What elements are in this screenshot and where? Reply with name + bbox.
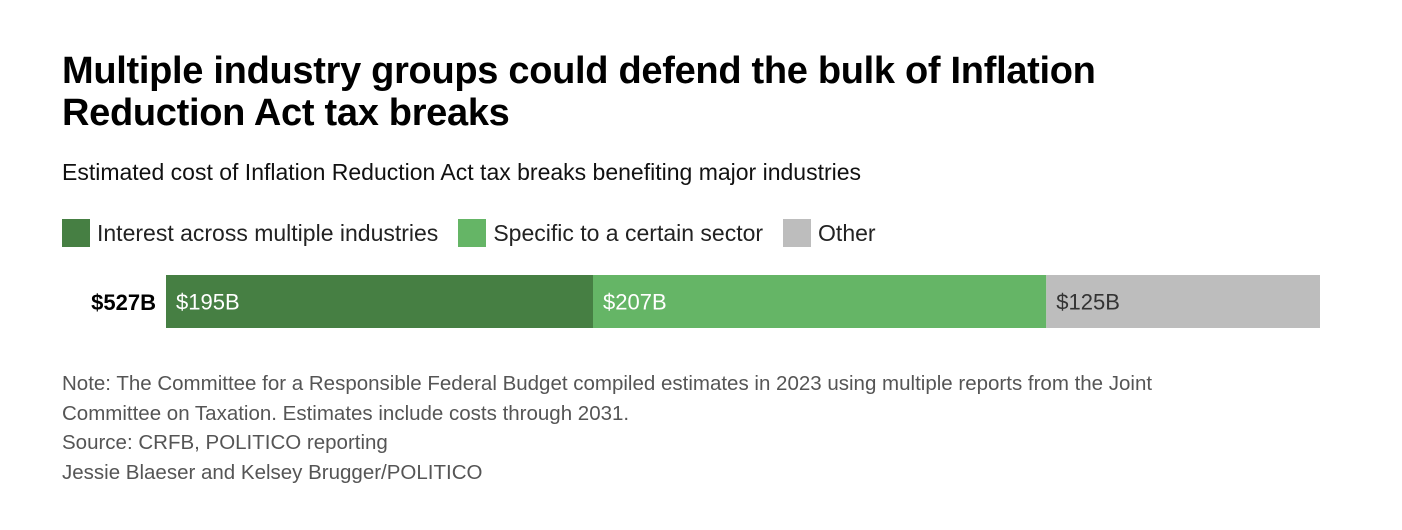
legend-swatch-specific-sector bbox=[458, 219, 487, 247]
chart-notes: Note: The Committee for a Responsible Fe… bbox=[62, 369, 1352, 487]
legend-item-specific-sector: Specific to a certain sector bbox=[458, 219, 763, 247]
legend: Interest across multiple industries Spec… bbox=[62, 218, 896, 248]
chart-subtitle: Estimated cost of Inflation Reduction Ac… bbox=[62, 159, 862, 185]
category-total-label: $527B bbox=[91, 290, 156, 315]
legend-swatch-multiple-industries bbox=[62, 219, 90, 247]
stacked-bar-chart: $527B $195B $207B $125B bbox=[91, 275, 1320, 328]
bar-label-other: $125B bbox=[1056, 290, 1120, 315]
legend-item-multiple-industries: Interest across multiple industries bbox=[62, 219, 438, 247]
bar-segment-specific-sector bbox=[593, 275, 1047, 328]
bar-label-specific-sector: $207B bbox=[603, 290, 667, 315]
legend-label-multiple-industries: Interest across multiple industries bbox=[97, 219, 439, 246]
bar-segments: $195B $207B $125B bbox=[166, 275, 1320, 328]
bar-segment-multiple-industries bbox=[166, 275, 594, 328]
source-line: Source: CRFB, POLITICO reporting bbox=[62, 431, 388, 454]
legend-item-other: Other bbox=[783, 219, 876, 247]
chart-title: Multiple industry groups could defend th… bbox=[62, 50, 1096, 134]
note-line-1: Note: The Committee for a Responsible Fe… bbox=[62, 372, 1153, 395]
note-line-2: Committee on Taxation. Estimates include… bbox=[62, 401, 630, 425]
credit-line: Jessie Blaeser and Kelsey Brugger/POLITI… bbox=[62, 460, 483, 484]
legend-swatch-other bbox=[783, 219, 812, 247]
bar-label-multiple-industries: $195B bbox=[176, 290, 240, 315]
legend-label-specific-sector: Specific to a certain sector bbox=[493, 219, 764, 246]
bar-segment-other bbox=[1046, 275, 1320, 328]
legend-label-other: Other bbox=[818, 219, 876, 246]
